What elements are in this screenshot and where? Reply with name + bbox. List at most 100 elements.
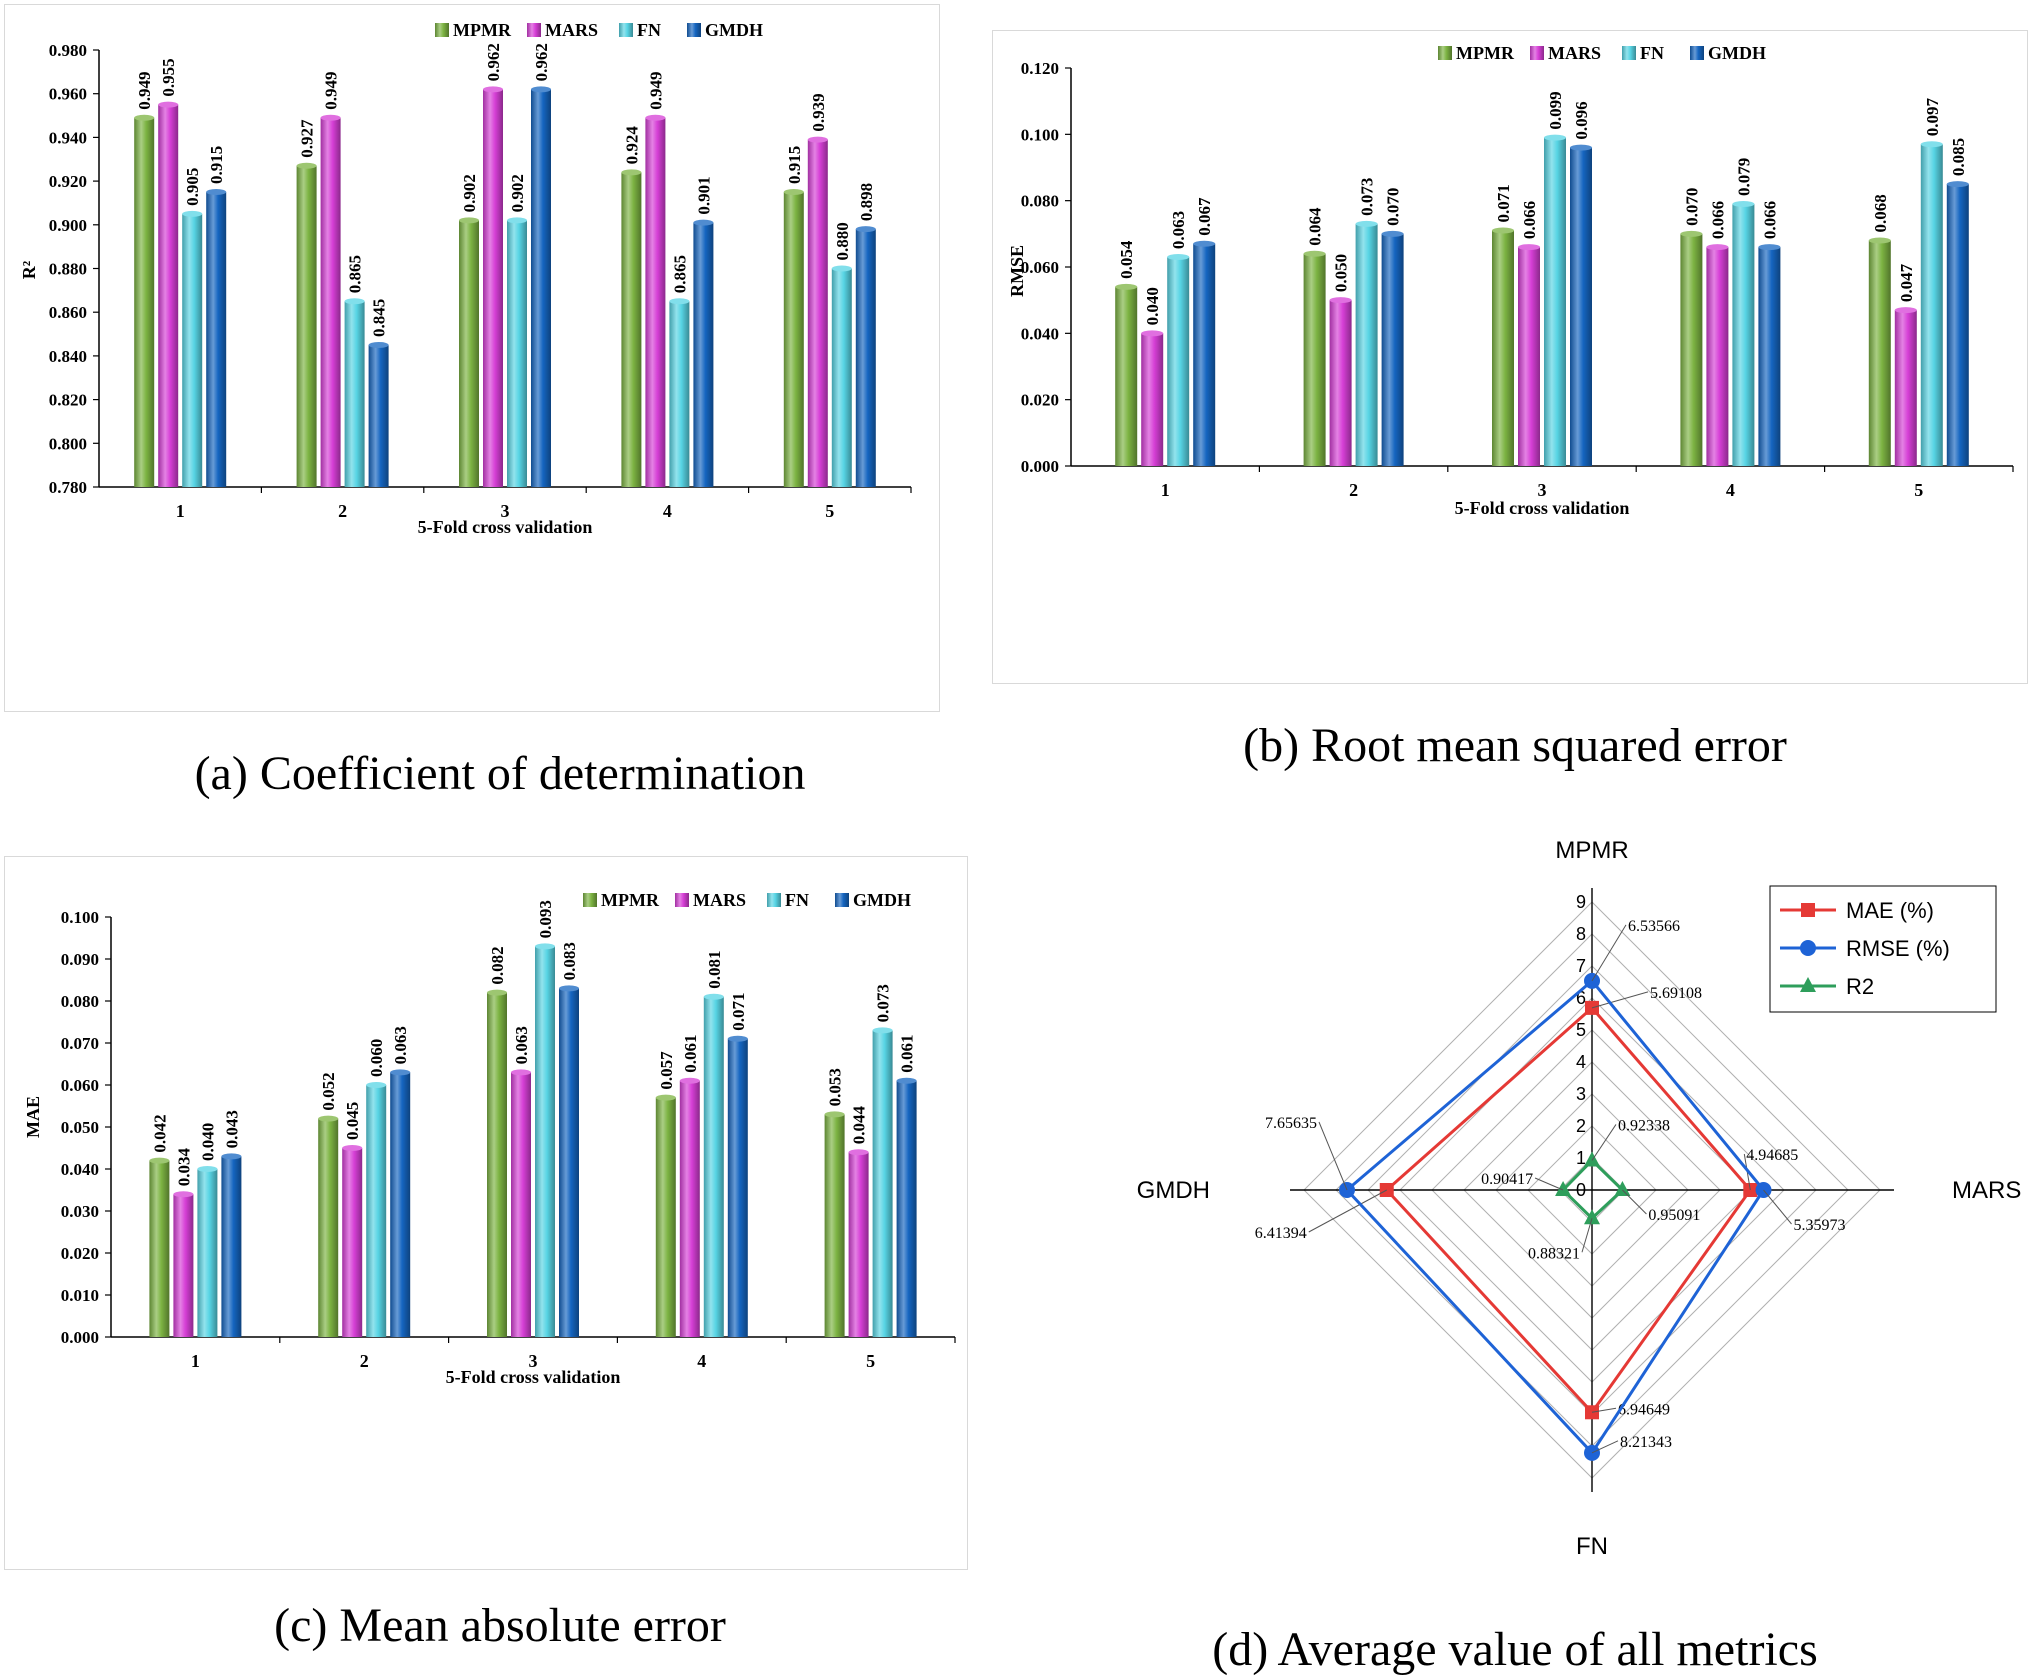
data-label-fn: 0.073 bbox=[874, 984, 893, 1022]
bar-mpmr-fold-5 bbox=[1868, 240, 1891, 466]
radar-data-label: 4.94685 bbox=[1746, 1147, 1798, 1164]
data-label-fn: 0.093 bbox=[536, 900, 555, 938]
legend-label-gmdh: GMDH bbox=[853, 890, 911, 910]
legend-label-mpmr: MPMR bbox=[1456, 43, 1515, 63]
y-tick-label: 0.980 bbox=[49, 41, 87, 60]
bar-top-fn bbox=[872, 1027, 893, 1034]
data-label-gmdh: 0.962 bbox=[532, 43, 551, 81]
radar-data-label: 6.41394 bbox=[1255, 1225, 1307, 1242]
radar-tick-label: 9 bbox=[1576, 892, 1586, 912]
bar-mars-fold-1 bbox=[173, 1194, 194, 1337]
bar-fn-fold-5 bbox=[872, 1030, 893, 1337]
radar-axis-label-fn: FN bbox=[1576, 1533, 1608, 1560]
data-label-mars: 0.962 bbox=[484, 43, 503, 81]
bar-mars-fold-5 bbox=[807, 139, 828, 487]
radar-leader-line bbox=[1591, 1124, 1617, 1161]
bar-top-fn bbox=[669, 298, 690, 305]
y-tick-label: 0.060 bbox=[61, 1076, 99, 1095]
bar-top-gmdh bbox=[390, 1069, 411, 1076]
data-label-gmdh: 0.066 bbox=[1760, 201, 1779, 239]
x-axis-title: 5-Fold cross validation bbox=[1455, 498, 1630, 518]
y-tick-label: 0.840 bbox=[49, 347, 87, 366]
bar-gmdh-fold-5 bbox=[855, 229, 876, 488]
x-tick-label: 1 bbox=[1161, 480, 1170, 500]
y-tick-label: 0.920 bbox=[49, 172, 87, 191]
data-label-fn: 0.060 bbox=[367, 1039, 386, 1077]
rmse-bar-chart: 0.000 0.020 0.040 0.060 0.080 0.100 0.120 1 0.05… bbox=[1007, 43, 2014, 518]
bar-gmdh-fold-1 bbox=[1193, 243, 1216, 466]
x-tick-label: 4 bbox=[697, 1351, 706, 1371]
data-label-fn: 0.865 bbox=[346, 255, 365, 293]
radar-marker-circle bbox=[1338, 1182, 1355, 1198]
bar-top-mars bbox=[807, 136, 828, 143]
y-tick-label: 0.000 bbox=[1021, 457, 1059, 476]
bar-mpmr-fold-4 bbox=[655, 1097, 676, 1337]
bar-fn-fold-3 bbox=[1544, 137, 1566, 466]
radar-leader-line bbox=[1591, 1407, 1617, 1413]
bar-top-mpmr bbox=[655, 1094, 676, 1101]
bar-mars-fold-5 bbox=[1894, 310, 1917, 466]
radar-data-label: 6.53566 bbox=[1628, 918, 1680, 935]
legend-label-fn: FN bbox=[637, 20, 661, 40]
bar-top-gmdh bbox=[1570, 144, 1592, 151]
data-label-mars: 0.063 bbox=[512, 1026, 531, 1064]
bar-top-mars bbox=[1518, 244, 1540, 251]
bar-top-mpmr bbox=[1680, 230, 1703, 237]
bar-top-fn bbox=[703, 993, 724, 1000]
radar-data-label: 0.88321 bbox=[1528, 1245, 1580, 1262]
legend-label-gmdh: GMDH bbox=[705, 20, 763, 40]
legend-swatch-mpmr bbox=[1438, 46, 1452, 60]
caption-mean-absolute-error: (c) Mean absolute error bbox=[274, 1599, 726, 1652]
bar-fn-fold-3 bbox=[507, 220, 527, 487]
bar-top-fn bbox=[831, 265, 852, 272]
x-tick-label: 5 bbox=[866, 1351, 875, 1371]
bar-fn-fold-1 bbox=[182, 213, 203, 487]
data-label-mars: 0.066 bbox=[1708, 201, 1727, 239]
bar-top-gmdh bbox=[368, 341, 389, 348]
bar-mars-fold-2 bbox=[342, 1148, 363, 1337]
radar-leader-line bbox=[1622, 1189, 1647, 1215]
radar-tick-label: 5 bbox=[1576, 1020, 1586, 1040]
bar-top-mpmr bbox=[149, 1157, 170, 1164]
radar-tick-label: 7 bbox=[1576, 956, 1586, 976]
bar-top-mars bbox=[158, 101, 179, 108]
bar-gmdh-fold-2 bbox=[368, 344, 389, 487]
x-tick-label: 2 bbox=[360, 1351, 369, 1371]
data-label-mpmr: 0.054 bbox=[1117, 240, 1136, 279]
bar-fn-fold-4 bbox=[703, 996, 724, 1337]
radar-leader-line bbox=[1591, 924, 1627, 982]
data-label-gmdh: 0.845 bbox=[370, 299, 389, 337]
legend-label-mpmr: MPMR bbox=[601, 890, 660, 910]
legend-swatch-mars bbox=[675, 893, 689, 907]
bar-top-fn bbox=[366, 1082, 387, 1088]
bar-mars-fold-2 bbox=[320, 117, 341, 488]
data-label-mpmr: 0.057 bbox=[657, 1051, 676, 1090]
data-label-gmdh: 0.067 bbox=[1195, 197, 1214, 236]
y-tick-label: 0.100 bbox=[61, 908, 99, 927]
caption-root-mean-squared-error: (b) Root mean squared error bbox=[1243, 719, 1787, 772]
radar-leader-line bbox=[1318, 1121, 1348, 1191]
data-label-fn: 0.081 bbox=[705, 951, 724, 989]
data-label-fn: 0.079 bbox=[1734, 158, 1753, 196]
radar-axis-label-mpmr: MPMR bbox=[1555, 837, 1628, 864]
bar-top-fn bbox=[197, 1166, 218, 1172]
bar-top-fn bbox=[1920, 141, 1943, 148]
radar-tick-label: 8 bbox=[1576, 924, 1586, 944]
y-tick-label: 0.030 bbox=[61, 1202, 99, 1221]
bar-fn-fold-4 bbox=[1732, 203, 1755, 466]
legend-label-mars: MARS bbox=[545, 20, 598, 40]
bar-gmdh-fold-2 bbox=[1381, 233, 1404, 466]
bar-fn-fold-2 bbox=[344, 301, 365, 487]
legend-swatch-fn bbox=[767, 893, 781, 907]
data-label-gmdh: 0.071 bbox=[729, 993, 748, 1031]
x-tick-label: 3 bbox=[529, 1351, 538, 1371]
bar-mpmr-fold-2 bbox=[1303, 253, 1326, 466]
x-tick-label: 4 bbox=[663, 501, 672, 521]
data-label-gmdh: 0.061 bbox=[898, 1035, 917, 1073]
bar-mars-fold-5 bbox=[848, 1152, 869, 1337]
bar-mars-fold-1 bbox=[158, 104, 179, 487]
bar-top-fn bbox=[507, 217, 527, 224]
bar-top-gmdh bbox=[855, 226, 876, 233]
x-tick-label: 1 bbox=[176, 501, 185, 521]
y-tick-label: 0.040 bbox=[61, 1160, 99, 1179]
